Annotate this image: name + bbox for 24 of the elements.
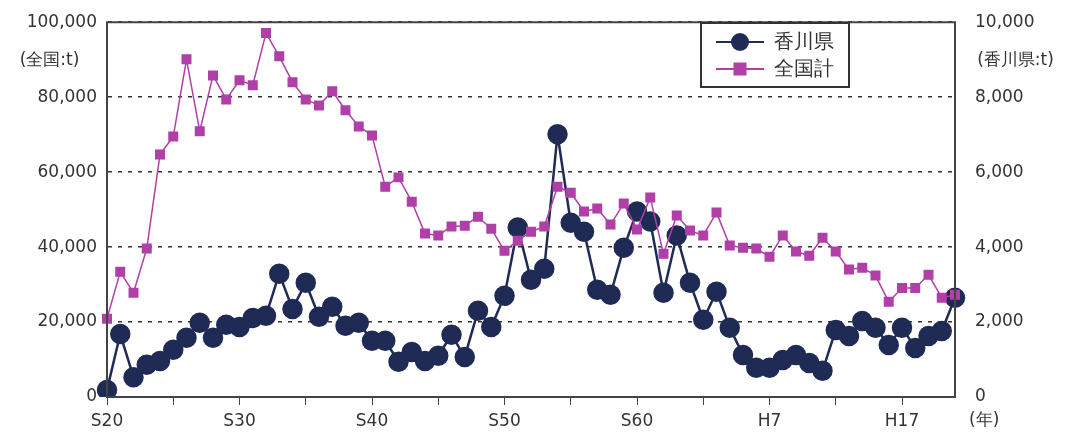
x-tick-label: S40: [355, 409, 389, 430]
y2-tick-label: 10,000: [975, 10, 1035, 31]
y-tick-label: 0: [86, 385, 97, 406]
y-tick-label: 20,000: [37, 310, 97, 331]
y-tick-label: 100,000: [26, 10, 97, 31]
y-tick-label: 60,000: [37, 160, 97, 181]
x-tick-label: S60: [620, 409, 654, 430]
y2-tick-label: 2,000: [975, 310, 1024, 331]
x-tick-label: S50: [488, 409, 521, 430]
y2-tick-label: 4,000: [975, 235, 1024, 256]
x-tick-label: H7: [757, 409, 782, 430]
x-tick-label: S20: [90, 409, 124, 430]
x-tick-label: H17: [884, 409, 920, 430]
y-tick-label: 40,000: [37, 235, 97, 256]
y2-tick-label: 8,000: [975, 85, 1024, 106]
legend-label: 全国計: [774, 55, 834, 83]
y2-tick-label: 6,000: [975, 160, 1024, 181]
x-tick-label: S30: [223, 409, 256, 430]
y-tick-label: 80,000: [37, 85, 97, 106]
y-axis-title: (全国:t): [19, 48, 80, 69]
legend-label: 香川県: [774, 28, 834, 56]
x-axis-title: (年): [969, 409, 1000, 430]
y2-tick-label: 0: [975, 385, 986, 406]
y2-axis-title: (香川県:t): [977, 48, 1054, 69]
